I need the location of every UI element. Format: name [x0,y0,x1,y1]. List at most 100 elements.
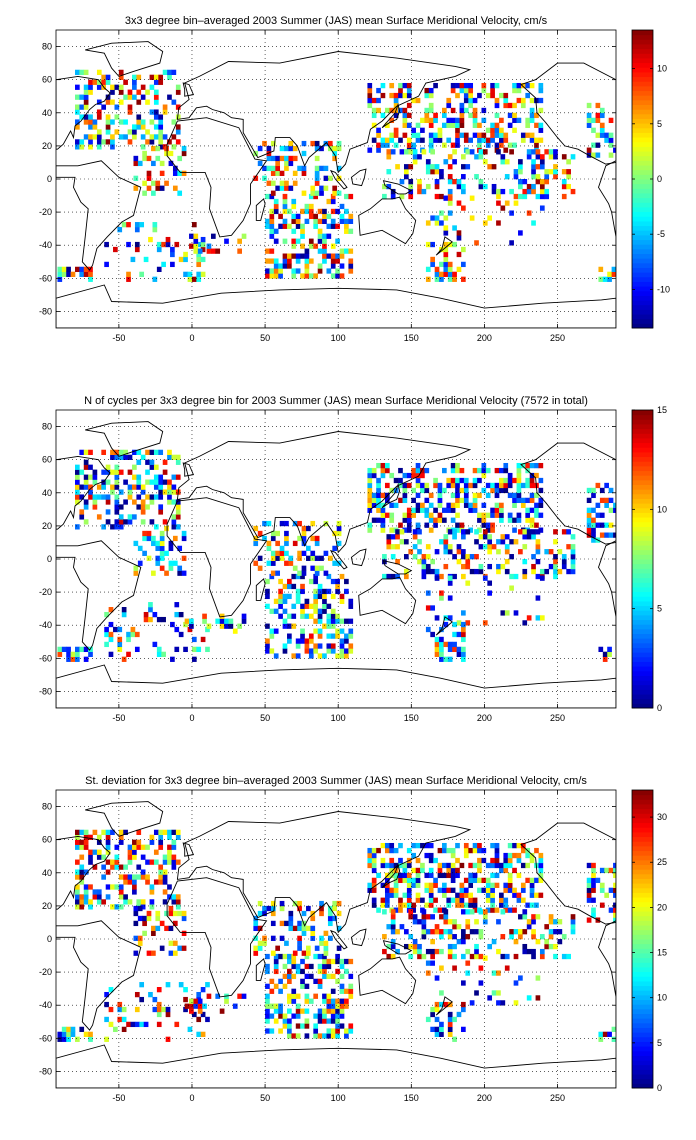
data-cell [322,258,327,264]
data-cell [348,628,354,634]
colorbar-segment [632,81,653,87]
data-cell [142,180,147,186]
data-cell [402,517,408,523]
data-cell [439,276,444,282]
data-cell [266,165,272,172]
data-cell [177,170,183,176]
data-cell [105,119,111,125]
data-cell [308,208,314,215]
data-cell [197,248,203,254]
data-cell [452,573,457,580]
data-cell [595,522,601,528]
data-cell [424,107,430,114]
data-cell [326,648,332,654]
colorbar-tick-label: 5 [657,119,662,129]
data-cell [284,145,289,152]
data-cell [570,568,576,575]
data-cell [465,934,471,940]
data-cell [287,623,292,629]
data-cell [442,517,447,523]
data-cell [151,190,156,196]
data-cell [282,258,288,264]
data-cell [531,554,536,560]
data-cell [175,504,181,510]
data-cell [79,139,85,145]
data-cell [75,489,80,495]
data-cell [96,99,102,105]
data-cell [428,892,434,898]
data-cell [477,92,482,99]
colorbar-segment [632,892,653,898]
data-cell [598,266,604,273]
data-cell [292,180,298,186]
data-cell [509,188,514,195]
data-cell [452,924,457,930]
data-cell [335,968,340,975]
data-cell [455,867,460,874]
data-cell [430,256,435,263]
data-cell [278,988,283,994]
data-cell [155,185,161,191]
data-cell [526,995,532,1001]
data-cell [133,540,139,547]
data-cell [88,899,93,905]
data-cell [468,112,474,119]
data-cell [526,919,532,925]
data-cell [75,524,80,530]
data-cell [348,633,354,639]
colorbar-segment [632,540,653,546]
data-cell [450,872,456,879]
data-cell [118,119,124,125]
data-cell [395,573,400,580]
data-cell [152,276,158,282]
data-cell [88,884,93,890]
data-cell [88,904,93,910]
data-cell [500,205,506,211]
data-cell [538,512,544,518]
data-cell [155,925,161,932]
data-cell [348,598,354,604]
data-cell [197,1008,203,1014]
data-cell [539,934,545,940]
data-cell [181,530,187,537]
data-cell [461,276,466,282]
data-cell [282,1018,288,1024]
data-cell [269,258,275,264]
data-cell [386,573,392,580]
data-cell [273,258,279,264]
data-cell [469,1000,475,1006]
data-cell [313,193,319,200]
data-cell [137,935,143,941]
data-cell [516,512,522,518]
data-cell [88,854,93,860]
data-cell [88,134,93,140]
data-cell [531,934,536,940]
y-tick-label: -40 [39,240,52,250]
data-cell [151,535,156,542]
data-cell [170,621,175,628]
data-cell [393,882,399,888]
data-cell [439,641,444,648]
data-cell [262,940,267,946]
data-cell [408,934,414,940]
data-cell [591,117,596,124]
data-cell [228,623,234,629]
data-cell [317,628,323,634]
data-cell [335,613,340,619]
data-cell [96,894,102,900]
data-cell [145,459,150,465]
data-cell [531,953,536,960]
data-cell [266,180,272,186]
data-cell [304,1008,310,1014]
data-cell [437,867,443,874]
data-cell [434,646,440,653]
data-cell [177,545,183,552]
data-cell [295,213,301,220]
data-cell [79,874,85,880]
data-cell [301,530,307,537]
data-cell [487,534,493,540]
data-cell [155,540,161,547]
data-cell [306,950,311,956]
data-cell [452,276,457,282]
data-cell [158,839,164,845]
